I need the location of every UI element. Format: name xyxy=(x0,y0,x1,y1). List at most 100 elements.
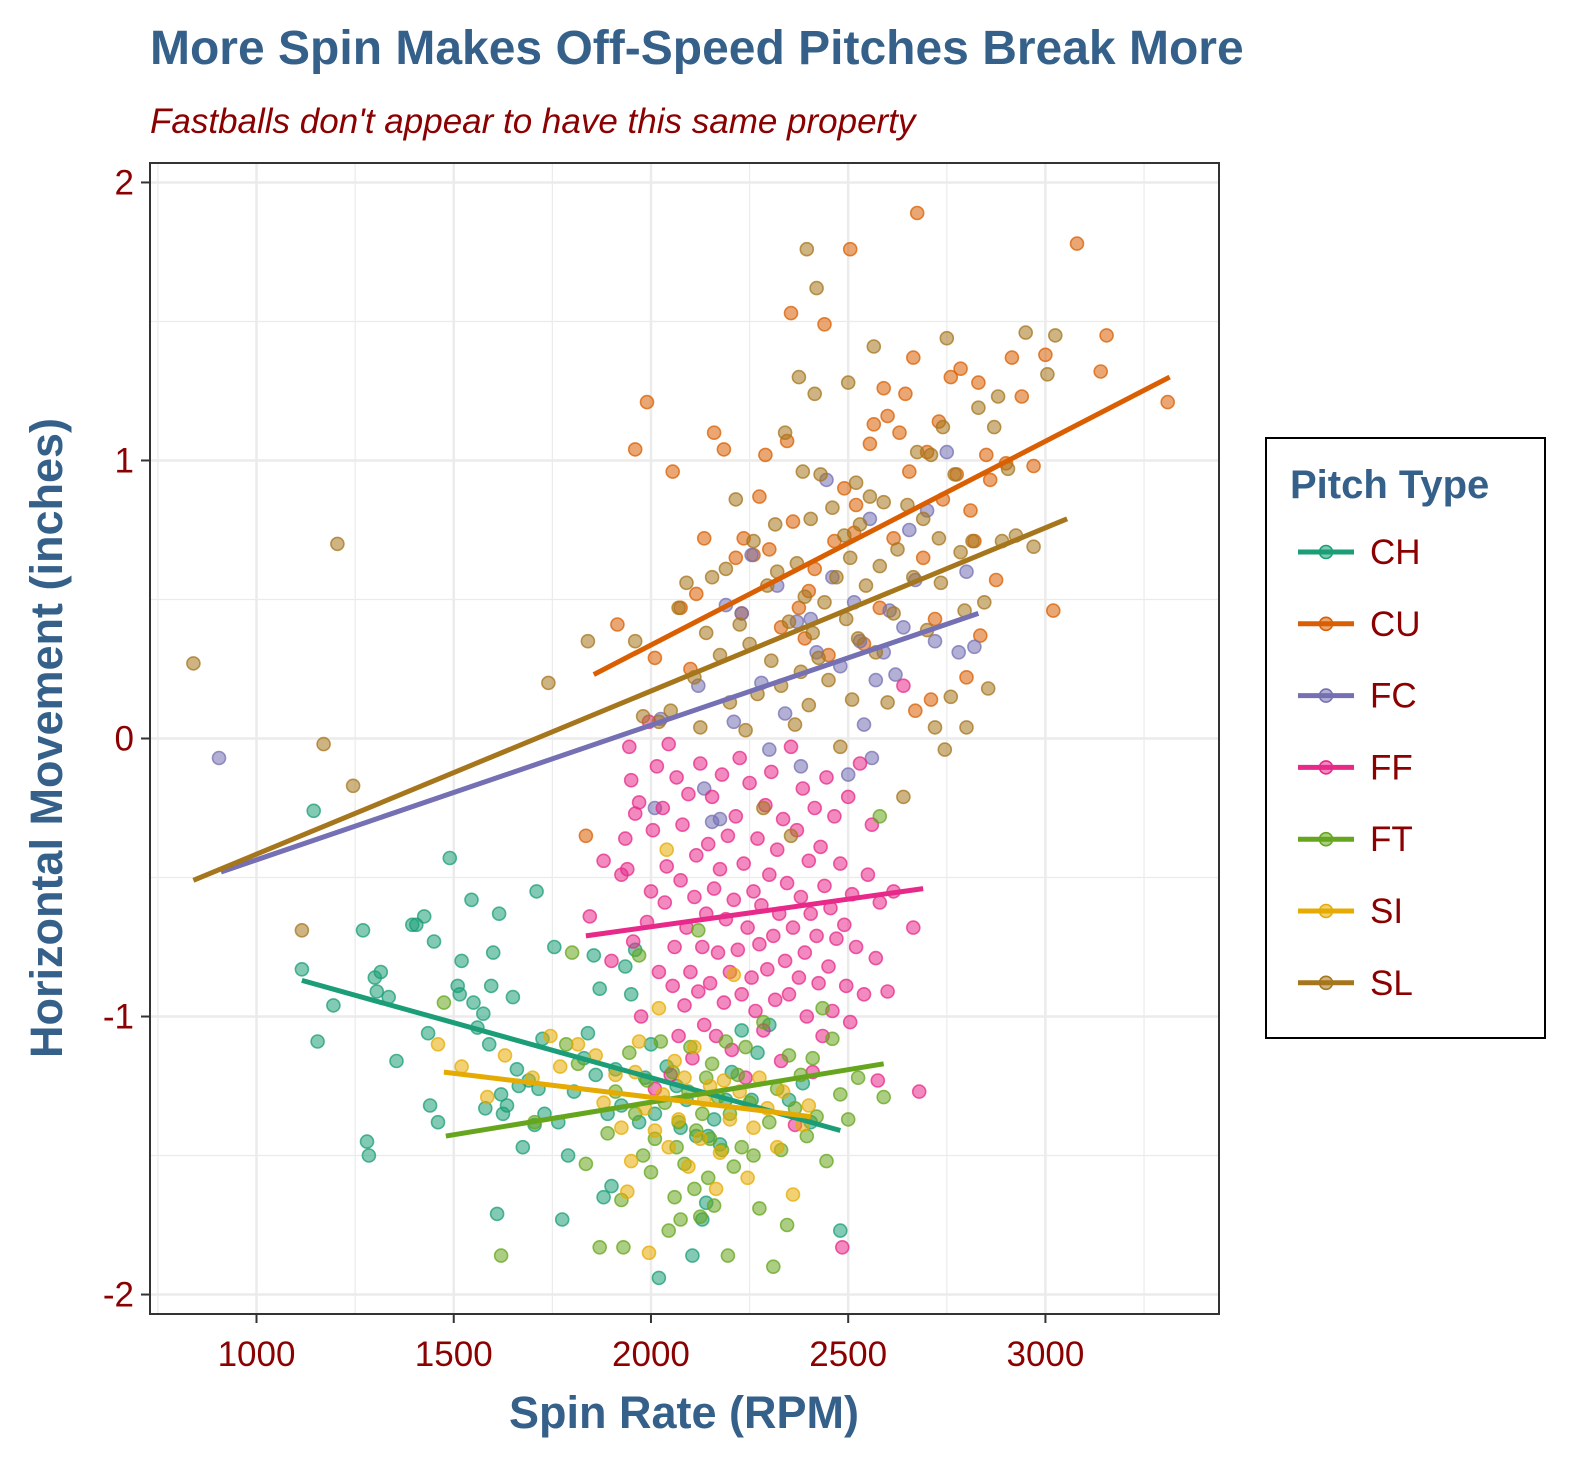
point-ft xyxy=(653,1034,669,1049)
trend-line-ch xyxy=(301,977,841,1133)
point-ff xyxy=(617,831,633,846)
point-fc xyxy=(864,750,880,766)
point-si xyxy=(708,1181,724,1197)
point-ff xyxy=(767,992,783,1008)
point-cu xyxy=(752,489,767,504)
point-ff xyxy=(834,1240,850,1255)
point-sl xyxy=(832,739,848,755)
legend-item-cu: CU xyxy=(1298,605,1421,644)
point-ff xyxy=(803,906,819,922)
point-ch xyxy=(369,984,385,999)
legend-key-point xyxy=(1318,616,1334,632)
x-tick-label: 2500 xyxy=(809,1335,887,1374)
point-ff xyxy=(730,942,746,958)
point-cu xyxy=(842,241,858,257)
point-ft xyxy=(564,945,580,960)
point-si xyxy=(623,1153,639,1169)
point-ch xyxy=(546,939,562,955)
point-ft xyxy=(872,808,888,824)
point-ff xyxy=(872,895,888,910)
point-sl xyxy=(817,594,832,610)
legend-label: SL xyxy=(1370,964,1413,1003)
point-ff xyxy=(651,964,667,980)
legend-label: FC xyxy=(1370,677,1417,716)
point-cu xyxy=(880,408,895,424)
point-cu xyxy=(817,316,832,332)
point-fc xyxy=(959,564,974,580)
chart-subtitle: Fastballs don't appear to have this same… xyxy=(150,102,918,141)
point-ch xyxy=(734,1023,750,1038)
point-ft xyxy=(761,1114,777,1130)
point-ch xyxy=(430,1114,446,1130)
point-cu xyxy=(907,703,923,719)
point-sl xyxy=(679,575,694,591)
point-ff xyxy=(687,889,702,905)
point-fc xyxy=(840,767,856,782)
point-fc xyxy=(761,742,777,757)
trend-line-sl xyxy=(192,516,1069,883)
point-ff xyxy=(704,789,720,805)
point-ff xyxy=(596,853,611,869)
data-points xyxy=(186,205,1175,1286)
point-sl xyxy=(953,544,968,560)
point-cu xyxy=(848,497,864,513)
point-ft xyxy=(687,1181,702,1197)
trend-line-si xyxy=(443,1069,812,1120)
point-ch xyxy=(604,1178,619,1194)
point-sl xyxy=(840,375,856,390)
point-ch xyxy=(685,1248,700,1263)
point-sl xyxy=(763,653,779,669)
point-ff xyxy=(868,950,884,966)
point-cu xyxy=(758,447,773,463)
point-si xyxy=(712,1145,728,1160)
point-cu xyxy=(627,442,643,457)
point-ff xyxy=(870,1073,886,1088)
point-ff xyxy=(659,859,675,874)
point-ch xyxy=(306,803,322,819)
x-tick-label: 2000 xyxy=(612,1335,690,1374)
point-ff xyxy=(842,1014,858,1030)
point-ft xyxy=(752,1201,767,1216)
point-ff xyxy=(623,772,639,788)
point-ff xyxy=(763,764,779,780)
point-si xyxy=(454,1059,469,1074)
point-fc xyxy=(868,672,884,688)
point-si xyxy=(801,1098,817,1113)
point-ft xyxy=(667,1189,682,1205)
point-cu xyxy=(1099,328,1114,343)
point-sl xyxy=(943,689,959,705)
point-ch xyxy=(651,1270,667,1286)
point-ff xyxy=(604,953,619,969)
legend-label: FT xyxy=(1370,820,1413,859)
axis-ticks: 1000 1500 2000 2500 3000 -2 -1 0 1 2 xyxy=(103,163,1084,1374)
point-sl xyxy=(799,241,815,257)
point-sl xyxy=(876,494,892,510)
point-cu xyxy=(909,205,925,221)
point-si xyxy=(785,1187,801,1202)
point-ff xyxy=(633,1009,649,1024)
point-si xyxy=(687,1039,702,1055)
point-ch xyxy=(580,1025,596,1041)
point-ff xyxy=(740,920,755,935)
point-si xyxy=(716,1073,732,1088)
point-ft xyxy=(616,1240,631,1255)
point-si xyxy=(570,1037,586,1052)
point-ft xyxy=(643,1164,659,1180)
point-sl xyxy=(858,578,874,593)
point-ff xyxy=(836,917,852,933)
point-sl xyxy=(1048,328,1063,343)
point-si xyxy=(430,1037,446,1052)
point-ch xyxy=(499,1098,515,1113)
point-cu xyxy=(1014,389,1030,404)
point-ff xyxy=(669,770,684,785)
point-sl xyxy=(186,656,201,671)
point-ch xyxy=(310,1034,325,1049)
point-sl xyxy=(909,444,925,460)
point-sl xyxy=(1040,366,1055,382)
point-cu xyxy=(866,416,882,432)
point-ff xyxy=(807,800,823,816)
legend-key-point xyxy=(1318,975,1334,991)
point-si xyxy=(681,1159,696,1174)
point-ff xyxy=(657,895,673,910)
point-sl xyxy=(635,708,651,724)
